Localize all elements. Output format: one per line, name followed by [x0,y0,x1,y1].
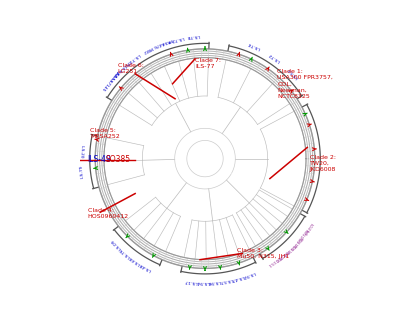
Text: ILS-49: ILS-49 [88,156,112,164]
Text: ILS-92: ILS-92 [241,270,256,279]
Text: FD1150: FD1150 [295,228,308,243]
Text: FD1153: FD1153 [288,235,303,250]
Text: SO385: SO385 [105,156,130,164]
Text: ILS-74: ILS-74 [247,41,261,50]
Text: ILS-72: ILS-72 [268,52,282,62]
Text: ILS-20: ILS-20 [79,145,84,159]
Text: FD1154: FD1154 [282,242,296,256]
Text: ILS-78: ILS-78 [186,33,200,38]
Text: ILS-48: ILS-48 [139,262,152,272]
Text: Clade 6:
LG251: Clade 6: LG251 [118,63,144,75]
Text: Clade 7:
ILS-77: Clade 7: ILS-77 [195,58,221,69]
Text: CN1ILS-60: CN1ILS-60 [111,59,130,77]
Text: Clade 3:
Mu50, N315, JH1: Clade 3: Mu50, N315, JH1 [238,248,290,259]
Text: MRSA476: MRSA476 [151,38,172,49]
Text: ILS-57: ILS-57 [219,277,233,284]
Text: ILS-72: ILS-72 [170,35,184,42]
Text: ILS-66: ILS-66 [128,255,142,266]
Text: FD1151: FD1151 [266,254,283,267]
Text: ILS-71: ILS-71 [127,52,140,64]
Text: CAAAA7145: CAAAA7145 [100,69,120,92]
Text: LG254: LG254 [302,221,313,235]
Text: FD1157: FD1157 [274,249,290,262]
Text: ILS-94: ILS-94 [196,280,209,284]
Text: MW2: MW2 [141,45,153,54]
Text: Clade 1:
USA300 FPR3757,
COL,
Newman,
NCTC8325: Clade 1: USA300 FPR3757, COL, Newman, NC… [277,69,333,99]
Text: ILS-17: ILS-17 [184,279,198,284]
Text: Clade 4:
HOS0960412: Clade 4: HOS0960412 [88,208,129,219]
Text: ILS-47: ILS-47 [230,274,244,282]
Text: Clade 5:
MRSA252: Clade 5: MRSA252 [90,128,120,139]
Text: Clade 2:
TW20,
JKD6008: Clade 2: TW20, JKD6008 [310,155,336,172]
Text: ILS-53: ILS-53 [287,66,300,79]
Text: ILS-79: ILS-79 [80,165,85,179]
Text: ILS-09: ILS-09 [110,238,122,250]
Text: ILS-96: ILS-96 [207,279,221,284]
Text: ILS-76: ILS-76 [118,247,131,259]
